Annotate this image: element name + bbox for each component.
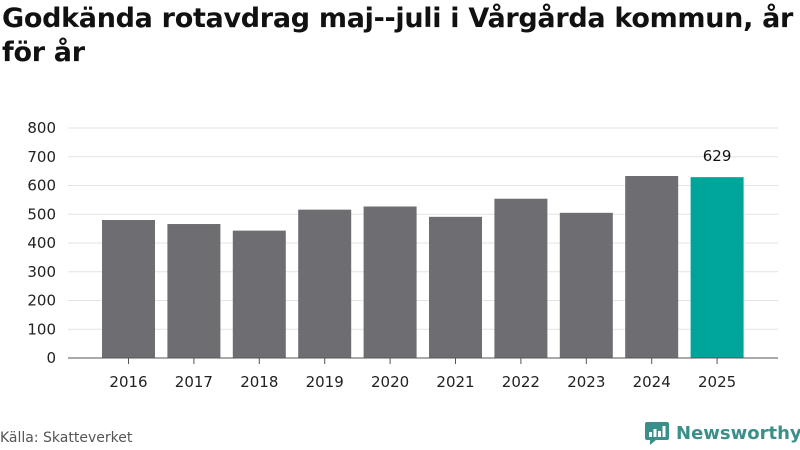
y-tick-label: 300: [27, 263, 56, 281]
data-labels: 629: [703, 147, 732, 165]
bar-2021: [429, 216, 482, 358]
bars: [102, 176, 744, 358]
y-tick-label: 700: [27, 148, 56, 166]
y-tick-label: 100: [27, 320, 56, 338]
y-axis-tick-labels: 0 100 200 300 400 500 600 700 800: [27, 119, 56, 367]
x-tick-label: 2020: [371, 373, 409, 391]
newsworthy-logo-icon: [645, 422, 669, 445]
x-tick-label: 2016: [109, 373, 147, 391]
x-tick-label: 2023: [567, 373, 605, 391]
y-tick-label: 200: [27, 292, 56, 310]
y-tick-label: 0: [46, 349, 56, 367]
y-tick-label: 400: [27, 234, 56, 252]
source-note: Källa: Skatteverket: [0, 430, 133, 446]
y-tick-label: 500: [27, 205, 56, 223]
x-tick-label: 2022: [502, 373, 540, 391]
x-tick-label: 2025: [698, 373, 736, 391]
x-tick-label: 2024: [633, 373, 671, 391]
x-tick-label: 2017: [175, 373, 213, 391]
chart-title: Godkända rotavdrag maj--juli i Vårgårda …: [2, 3, 794, 68]
bar-2024: [625, 176, 679, 358]
x-tick-label: 2019: [306, 373, 344, 391]
bar-2020: [363, 206, 417, 358]
bar-2017: [167, 224, 221, 358]
bar-2025: [690, 177, 744, 358]
bar-2018: [232, 230, 286, 358]
y-tick-label: 800: [27, 119, 56, 137]
bar-2023: [559, 212, 613, 358]
bar-2022: [494, 198, 548, 358]
bar-2019: [298, 209, 352, 358]
x-tick-label: 2018: [240, 373, 278, 391]
x-axis-tick-labels: 2016 2017 2018 2019 2020 2021 2022 2023 2024 2025: [109, 358, 736, 391]
y-tick-label: 600: [27, 177, 56, 195]
data-label: 629: [703, 147, 732, 165]
brand-name: Newsworthy: [676, 422, 800, 444]
bar-2016: [102, 220, 155, 358]
x-tick-label: 2021: [436, 373, 474, 391]
brand-logo: Newsworthy: [644, 420, 800, 446]
